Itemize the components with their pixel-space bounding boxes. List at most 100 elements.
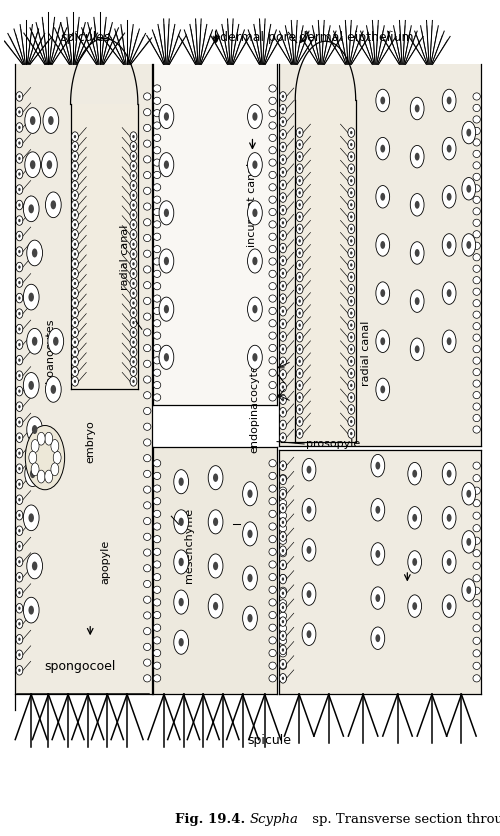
Ellipse shape bbox=[130, 269, 137, 278]
Circle shape bbox=[415, 153, 420, 161]
Ellipse shape bbox=[154, 171, 161, 179]
Circle shape bbox=[164, 353, 169, 361]
Ellipse shape bbox=[280, 344, 286, 354]
Polygon shape bbox=[152, 447, 277, 695]
Ellipse shape bbox=[280, 574, 286, 582]
Ellipse shape bbox=[154, 357, 161, 364]
Ellipse shape bbox=[473, 549, 480, 557]
Ellipse shape bbox=[16, 526, 23, 536]
Ellipse shape bbox=[280, 180, 286, 190]
Circle shape bbox=[24, 597, 39, 623]
Ellipse shape bbox=[269, 497, 276, 505]
Ellipse shape bbox=[74, 301, 76, 305]
Ellipse shape bbox=[298, 239, 301, 242]
Ellipse shape bbox=[296, 164, 303, 174]
Ellipse shape bbox=[280, 461, 286, 471]
Ellipse shape bbox=[282, 662, 284, 665]
Ellipse shape bbox=[74, 380, 76, 383]
Ellipse shape bbox=[473, 207, 480, 215]
Circle shape bbox=[415, 297, 420, 305]
Ellipse shape bbox=[16, 402, 23, 411]
Ellipse shape bbox=[144, 329, 151, 336]
Ellipse shape bbox=[298, 155, 301, 158]
Circle shape bbox=[248, 153, 262, 176]
Circle shape bbox=[159, 345, 174, 370]
Ellipse shape bbox=[132, 223, 134, 227]
Ellipse shape bbox=[154, 548, 161, 555]
Ellipse shape bbox=[280, 117, 286, 126]
Ellipse shape bbox=[154, 637, 161, 644]
Ellipse shape bbox=[348, 320, 354, 330]
Circle shape bbox=[45, 470, 52, 483]
Circle shape bbox=[208, 554, 223, 578]
Ellipse shape bbox=[74, 145, 76, 148]
Ellipse shape bbox=[298, 432, 301, 436]
Ellipse shape bbox=[282, 535, 284, 538]
Ellipse shape bbox=[280, 370, 286, 380]
Circle shape bbox=[32, 562, 38, 570]
Ellipse shape bbox=[473, 323, 480, 329]
Ellipse shape bbox=[154, 270, 161, 278]
Ellipse shape bbox=[144, 234, 151, 242]
Circle shape bbox=[376, 137, 390, 160]
Ellipse shape bbox=[18, 172, 21, 176]
Ellipse shape bbox=[132, 203, 134, 206]
Ellipse shape bbox=[154, 135, 161, 141]
Circle shape bbox=[410, 242, 424, 264]
Ellipse shape bbox=[132, 213, 134, 217]
Ellipse shape bbox=[296, 369, 303, 378]
Ellipse shape bbox=[473, 426, 480, 433]
Ellipse shape bbox=[280, 532, 286, 542]
Ellipse shape bbox=[16, 542, 23, 551]
Ellipse shape bbox=[16, 232, 23, 241]
Ellipse shape bbox=[473, 242, 480, 249]
Ellipse shape bbox=[473, 587, 480, 594]
Ellipse shape bbox=[16, 433, 23, 442]
Ellipse shape bbox=[74, 242, 76, 246]
Ellipse shape bbox=[154, 485, 161, 492]
Ellipse shape bbox=[269, 357, 276, 364]
Ellipse shape bbox=[282, 208, 284, 212]
Ellipse shape bbox=[350, 143, 352, 146]
Circle shape bbox=[380, 193, 385, 201]
Ellipse shape bbox=[350, 312, 352, 315]
Ellipse shape bbox=[473, 150, 480, 157]
Ellipse shape bbox=[154, 246, 161, 252]
Circle shape bbox=[38, 470, 45, 483]
Ellipse shape bbox=[473, 462, 480, 469]
Ellipse shape bbox=[280, 206, 286, 215]
Ellipse shape bbox=[473, 311, 480, 319]
Ellipse shape bbox=[280, 256, 286, 266]
Ellipse shape bbox=[18, 669, 21, 672]
Circle shape bbox=[462, 177, 475, 200]
Ellipse shape bbox=[154, 472, 161, 480]
Ellipse shape bbox=[350, 324, 352, 327]
Ellipse shape bbox=[18, 203, 21, 206]
Ellipse shape bbox=[282, 410, 284, 414]
Ellipse shape bbox=[144, 423, 151, 431]
Ellipse shape bbox=[154, 208, 161, 216]
Ellipse shape bbox=[144, 344, 151, 352]
Ellipse shape bbox=[280, 599, 286, 607]
Ellipse shape bbox=[132, 272, 134, 275]
Circle shape bbox=[46, 161, 52, 169]
Circle shape bbox=[24, 373, 39, 398]
Ellipse shape bbox=[269, 637, 276, 644]
Ellipse shape bbox=[154, 257, 161, 265]
Ellipse shape bbox=[473, 415, 480, 421]
Ellipse shape bbox=[280, 142, 286, 152]
Ellipse shape bbox=[473, 139, 480, 146]
Ellipse shape bbox=[144, 219, 151, 226]
Ellipse shape bbox=[154, 84, 161, 92]
Ellipse shape bbox=[132, 360, 134, 364]
Ellipse shape bbox=[350, 420, 352, 423]
Ellipse shape bbox=[18, 421, 21, 424]
Ellipse shape bbox=[18, 513, 21, 517]
Ellipse shape bbox=[154, 233, 161, 241]
Ellipse shape bbox=[473, 127, 480, 135]
Ellipse shape bbox=[298, 275, 301, 278]
Ellipse shape bbox=[74, 311, 76, 314]
Ellipse shape bbox=[18, 265, 21, 268]
Ellipse shape bbox=[18, 234, 21, 237]
Ellipse shape bbox=[280, 645, 286, 655]
